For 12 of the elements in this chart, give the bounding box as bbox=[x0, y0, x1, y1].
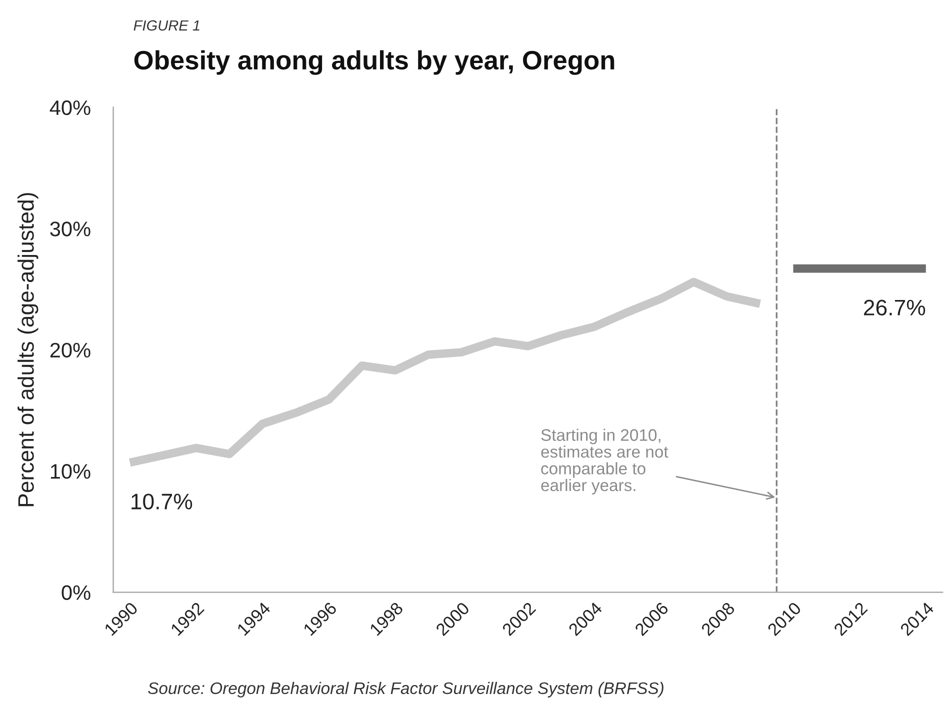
data-label: 26.7% bbox=[864, 300, 926, 316]
y-tick-label: 40% bbox=[50, 100, 90, 116]
y-tick-label: 20% bbox=[50, 342, 90, 358]
chart-title: Obesity among adults by year, Oregon bbox=[134, 50, 614, 75]
y-tick-label: 0% bbox=[62, 585, 90, 600]
data-label: 10.7% bbox=[132, 494, 192, 510]
source-note: Source: Oregon Behavioral Risk Factor Surveillance System (BRFSS) bbox=[148, 682, 664, 698]
y-tick-label: 30% bbox=[50, 222, 90, 236]
chart-subtitle: FIGURE 1 bbox=[134, 20, 200, 31]
y-tick-label: 10% bbox=[50, 464, 90, 479]
y-axis-title: Percent of adults (age-adjusted) bbox=[18, 193, 38, 506]
annotation: Starting in 2010, estimates are not comparable to earlier years. bbox=[541, 428, 668, 494]
